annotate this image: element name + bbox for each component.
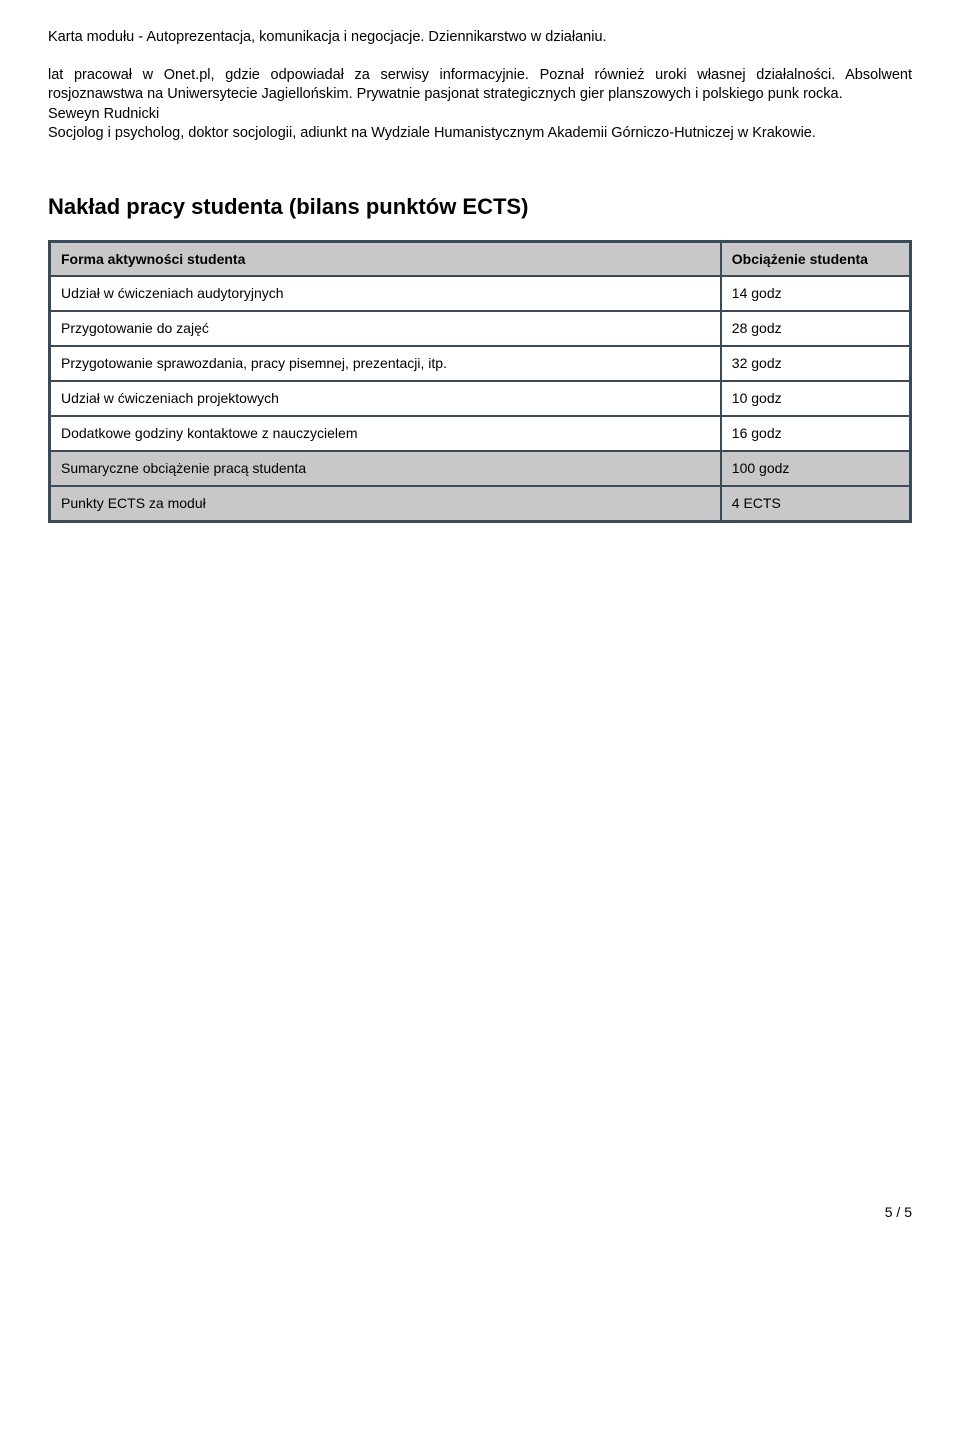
table-row: Udział w ćwiczeniach audytoryjnych 14 go… <box>50 276 910 311</box>
table-cell-label: Punkty ECTS za moduł <box>50 486 721 521</box>
table-cell-value: 32 godz <box>721 346 910 381</box>
table-row: Punkty ECTS za moduł 4 ECTS <box>50 486 910 521</box>
table-row: Udział w ćwiczeniach projektowych 10 god… <box>50 381 910 416</box>
table-cell-label: Dodatkowe godziny kontaktowe z nauczycie… <box>50 416 721 451</box>
table-row: Sumaryczne obciążenie pracą studenta 100… <box>50 451 910 486</box>
table-cell-label: Przygotowanie sprawozdania, pracy pisemn… <box>50 346 721 381</box>
table-row: Przygotowanie do zajęć 28 godz <box>50 311 910 346</box>
table-cell-value: 10 godz <box>721 381 910 416</box>
page-number: 5 / 5 <box>885 1204 912 1220</box>
table-cell-value: 100 godz <box>721 451 910 486</box>
ects-table: Forma aktywności studenta Obciążenie stu… <box>48 240 912 523</box>
table-cell-value: 4 ECTS <box>721 486 910 521</box>
page-header: Karta modułu - Autoprezentacja, komunika… <box>48 28 912 48</box>
paragraph-2: Socjolog i psycholog, doktor socjologii,… <box>48 125 816 141</box>
table-cell-label: Udział w ćwiczeniach audytoryjnych <box>50 276 721 311</box>
table-cell-value: 16 godz <box>721 416 910 451</box>
table-header-row: Forma aktywności studenta Obciążenie stu… <box>50 242 910 277</box>
table-header-value: Obciążenie studenta <box>721 242 910 277</box>
table-cell-label: Sumaryczne obciążenie pracą studenta <box>50 451 721 486</box>
header-title: Karta modułu - Autoprezentacja, komunika… <box>48 29 607 45</box>
table-row: Przygotowanie sprawozdania, pracy pisemn… <box>50 346 910 381</box>
table-cell-label: Przygotowanie do zajęć <box>50 311 721 346</box>
body-text: lat pracował w Onet.pl, gdzie odpowiadał… <box>48 66 912 144</box>
paragraph-1: lat pracował w Onet.pl, gdzie odpowiadał… <box>48 66 912 105</box>
table-cell-value: 28 godz <box>721 311 910 346</box>
table-cell-value: 14 godz <box>721 276 910 311</box>
page-footer: 5 / 5 <box>48 1203 912 1222</box>
author-name: Seweyn Rudnicki <box>48 106 159 122</box>
table-row: Dodatkowe godziny kontaktowe z nauczycie… <box>50 416 910 451</box>
table-header-label: Forma aktywności studenta <box>50 242 721 277</box>
table-cell-label: Udział w ćwiczeniach projektowych <box>50 381 721 416</box>
section-title: Nakład pracy studenta (bilans punktów EC… <box>48 192 912 222</box>
